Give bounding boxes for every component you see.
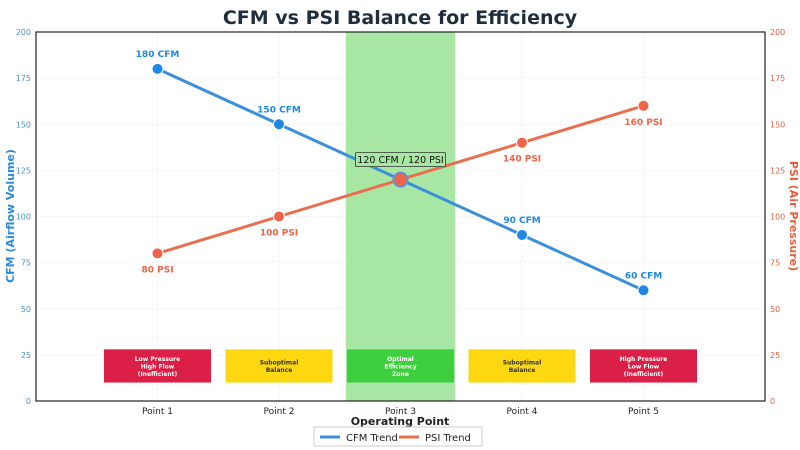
y-right-tick-label: 200	[770, 28, 785, 37]
y-right-tick-label: 50	[770, 305, 780, 314]
data-point	[637, 284, 650, 297]
y-left-tick-label: 125	[16, 166, 31, 175]
data-label: 80 PSI	[141, 265, 173, 275]
y-right-tick-label: 175	[770, 74, 785, 83]
y-left-tick-label: 150	[16, 120, 31, 129]
legend-label-psi: PSI Trend	[425, 433, 471, 444]
zone-label: Balance	[509, 367, 536, 374]
y-left-tick-label: 100	[16, 213, 31, 222]
data-label: 140 PSI	[503, 155, 541, 165]
legend: CFM Trend PSI Trend	[313, 426, 483, 447]
y-right-tick-label: 100	[770, 213, 785, 222]
data-point	[273, 118, 285, 131]
zone-label: Low Pressure	[135, 356, 180, 363]
zone-label: Zone	[392, 371, 409, 378]
data-label: 60 CFM	[625, 271, 662, 281]
chart-title: CFM vs PSI Balance for Efficiency	[223, 7, 578, 29]
zone-label: High Pressure	[620, 356, 668, 363]
y-left-tick-label: 0	[26, 397, 31, 406]
zone-label: Low Flow	[628, 363, 660, 370]
data-point	[151, 62, 164, 75]
optimal-band	[345, 32, 456, 401]
y-left-tick-label: 175	[16, 74, 31, 83]
x-tick-label: Point 3	[385, 407, 416, 417]
y-left-tick-label: 25	[21, 351, 31, 360]
zone-box	[104, 349, 211, 383]
y-right-tick-label: 150	[770, 120, 785, 129]
zone-box	[468, 349, 576, 383]
data-point	[151, 247, 164, 260]
zone-label: (Inefficient)	[138, 371, 178, 378]
zone-label: High Flow	[141, 363, 175, 370]
x-tick-label: Point 2	[264, 407, 295, 417]
zone-box	[225, 349, 333, 383]
x-tick-label: Point 4	[507, 407, 538, 417]
crossover-annotation: 120 CFM / 120 PSI	[357, 155, 443, 166]
plot-frame	[35, 31, 766, 402]
zone-box	[590, 349, 697, 383]
data-label: 90 CFM	[503, 216, 540, 226]
data-point	[273, 210, 285, 223]
y-left-tick-label: 200	[16, 28, 31, 37]
crossover-annotation-box	[355, 152, 446, 168]
y-axis-left-label: CFM (Airflow Volume)	[4, 149, 17, 283]
data-point	[637, 99, 650, 112]
y-left-tick-label: 50	[21, 305, 31, 314]
zone-label: Suboptimal	[503, 360, 542, 367]
zone-label: Efficiency	[384, 363, 416, 370]
data-label: 100 PSI	[260, 229, 298, 239]
legend-box	[313, 426, 483, 447]
data-label: 150 CFM	[257, 105, 301, 115]
zone-label: Balance	[266, 367, 293, 374]
x-tick-label: Point 5	[628, 407, 659, 417]
data-point	[516, 136, 528, 149]
y-right-tick-label: 25	[770, 351, 780, 360]
y-right-tick-label: 125	[770, 166, 785, 175]
zone-box	[347, 349, 454, 383]
y-axis-right-label: PSI (Air Pressure)	[787, 161, 800, 271]
y-left-tick-label: 75	[21, 259, 31, 268]
data-label: 160 PSI	[624, 118, 662, 128]
x-tick-label: Point 1	[142, 407, 173, 417]
x-axis-label: Operating Point	[351, 415, 450, 428]
legend-label-cfm: CFM Trend	[346, 433, 398, 444]
data-point	[516, 228, 528, 241]
data-label: 180 CFM	[136, 50, 180, 60]
zone-label: Optimal	[387, 356, 414, 363]
zone-label: Suboptimal	[260, 360, 299, 367]
y-right-tick-label: 75	[770, 259, 780, 268]
y-right-tick-label: 0	[770, 397, 775, 406]
crossover-point	[392, 171, 409, 188]
zone-label: (Inefficient)	[624, 371, 664, 378]
